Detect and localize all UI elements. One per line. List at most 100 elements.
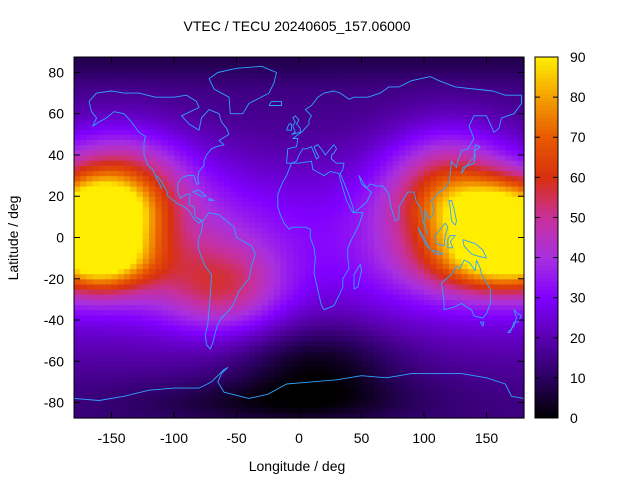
heatmap-cell: [455, 263, 463, 270]
heatmap-cell: [155, 366, 163, 373]
heatmap-cell: [211, 252, 219, 259]
heatmap-cell: [299, 345, 306, 352]
heatmap-cell: [486, 258, 494, 264]
heatmap-cell: [130, 252, 138, 259]
heatmap-cell: [305, 340, 313, 347]
heatmap-cell: [367, 340, 375, 347]
heatmap-cell: [492, 252, 500, 259]
heatmap-cell: [411, 268, 419, 275]
heatmap-cell: [374, 170, 381, 177]
heatmap-cell: [236, 299, 244, 306]
heatmap-cell: [417, 144, 425, 151]
heatmap-cell: [242, 294, 250, 300]
heatmap-cell: [274, 93, 281, 99]
heatmap-cell: [167, 175, 175, 182]
heatmap-cell: [142, 314, 150, 321]
heatmap-cell: [436, 376, 444, 383]
heatmap-cell: [299, 325, 306, 331]
heatmap-cell: [430, 211, 438, 218]
heatmap-cell: [149, 361, 156, 368]
heatmap-cell: [280, 67, 288, 74]
heatmap-cell: [417, 57, 425, 63]
heatmap-cell: [117, 350, 125, 357]
heatmap-cell: [424, 124, 431, 130]
heatmap-cell: [130, 124, 138, 130]
heatmap-cell: [280, 325, 288, 331]
heatmap-cell: [342, 139, 350, 146]
heatmap-cell: [155, 211, 163, 218]
heatmap-cell: [480, 263, 488, 270]
heatmap-cell: [386, 392, 394, 398]
heatmap-cell: [392, 196, 400, 202]
heatmap-cell: [511, 206, 519, 213]
heatmap-cell: [217, 294, 225, 300]
heatmap-cell: [305, 72, 313, 79]
heatmap-cell: [430, 93, 438, 99]
heatmap-cell: [155, 67, 163, 74]
heatmap-cell: [224, 57, 231, 63]
heatmap-cell: [211, 62, 219, 68]
heatmap-cell: [111, 237, 119, 244]
heatmap-cell: [286, 144, 294, 151]
heatmap-cell: [211, 206, 219, 213]
heatmap-cell: [192, 289, 200, 295]
heatmap-cell: [92, 252, 100, 259]
heatmap-cell: [286, 278, 294, 285]
heatmap-cell: [292, 407, 300, 414]
heatmap-cell: [74, 87, 81, 94]
heatmap-cell: [311, 149, 319, 156]
heatmap-cell: [155, 247, 163, 254]
heatmap-cell: [280, 335, 288, 342]
heatmap-cell: [117, 283, 125, 290]
heatmap-cell: [486, 304, 494, 311]
heatmap-cell: [136, 222, 144, 228]
heatmap-cell: [442, 170, 450, 177]
heatmap-cell: [99, 237, 106, 244]
heatmap-cell: [161, 201, 169, 208]
heatmap-cell: [92, 392, 100, 398]
heatmap-cell: [149, 237, 156, 244]
heatmap-cell: [430, 304, 438, 311]
heatmap-cell: [299, 196, 306, 202]
heatmap-cell: [411, 376, 419, 383]
heatmap-cell: [392, 160, 400, 166]
heatmap-cell: [249, 335, 256, 342]
heatmap-cell: [511, 175, 519, 182]
heatmap-cell: [149, 165, 156, 172]
heatmap-cell: [230, 232, 238, 239]
heatmap-cell: [324, 412, 331, 419]
heatmap-cell: [261, 216, 269, 223]
heatmap-cell: [442, 98, 450, 105]
heatmap-cell: [292, 108, 300, 115]
heatmap-cell: [292, 216, 300, 223]
heatmap-cell: [124, 263, 131, 270]
heatmap-cell: [386, 345, 394, 352]
heatmap-cell: [199, 340, 206, 347]
heatmap-cell: [274, 57, 281, 63]
heatmap-cell: [92, 108, 100, 115]
heatmap-cell: [399, 325, 406, 331]
heatmap-cell: [124, 149, 131, 156]
heatmap-cell: [424, 154, 431, 161]
heatmap-cell: [292, 335, 300, 342]
heatmap-cell: [217, 376, 225, 383]
heatmap-cell: [186, 345, 194, 352]
heatmap-cell: [436, 222, 444, 228]
heatmap-cell: [230, 227, 238, 233]
heatmap-cell: [180, 149, 188, 156]
heatmap-cell: [430, 67, 438, 74]
heatmap-cell: [405, 77, 413, 84]
heatmap-cell: [424, 191, 431, 197]
heatmap-cell: [217, 402, 225, 409]
heatmap-cell: [205, 67, 213, 74]
heatmap-cell: [486, 237, 494, 244]
heatmap-cell: [305, 222, 313, 228]
heatmap-cell: [161, 340, 169, 347]
heatmap-cell: [342, 258, 350, 264]
heatmap-cell: [474, 144, 481, 151]
heatmap-cell: [349, 149, 356, 156]
heatmap-cell: [167, 170, 175, 177]
heatmap-cell: [386, 309, 394, 316]
heatmap-cell: [349, 206, 356, 213]
heatmap-cell: [274, 87, 281, 94]
